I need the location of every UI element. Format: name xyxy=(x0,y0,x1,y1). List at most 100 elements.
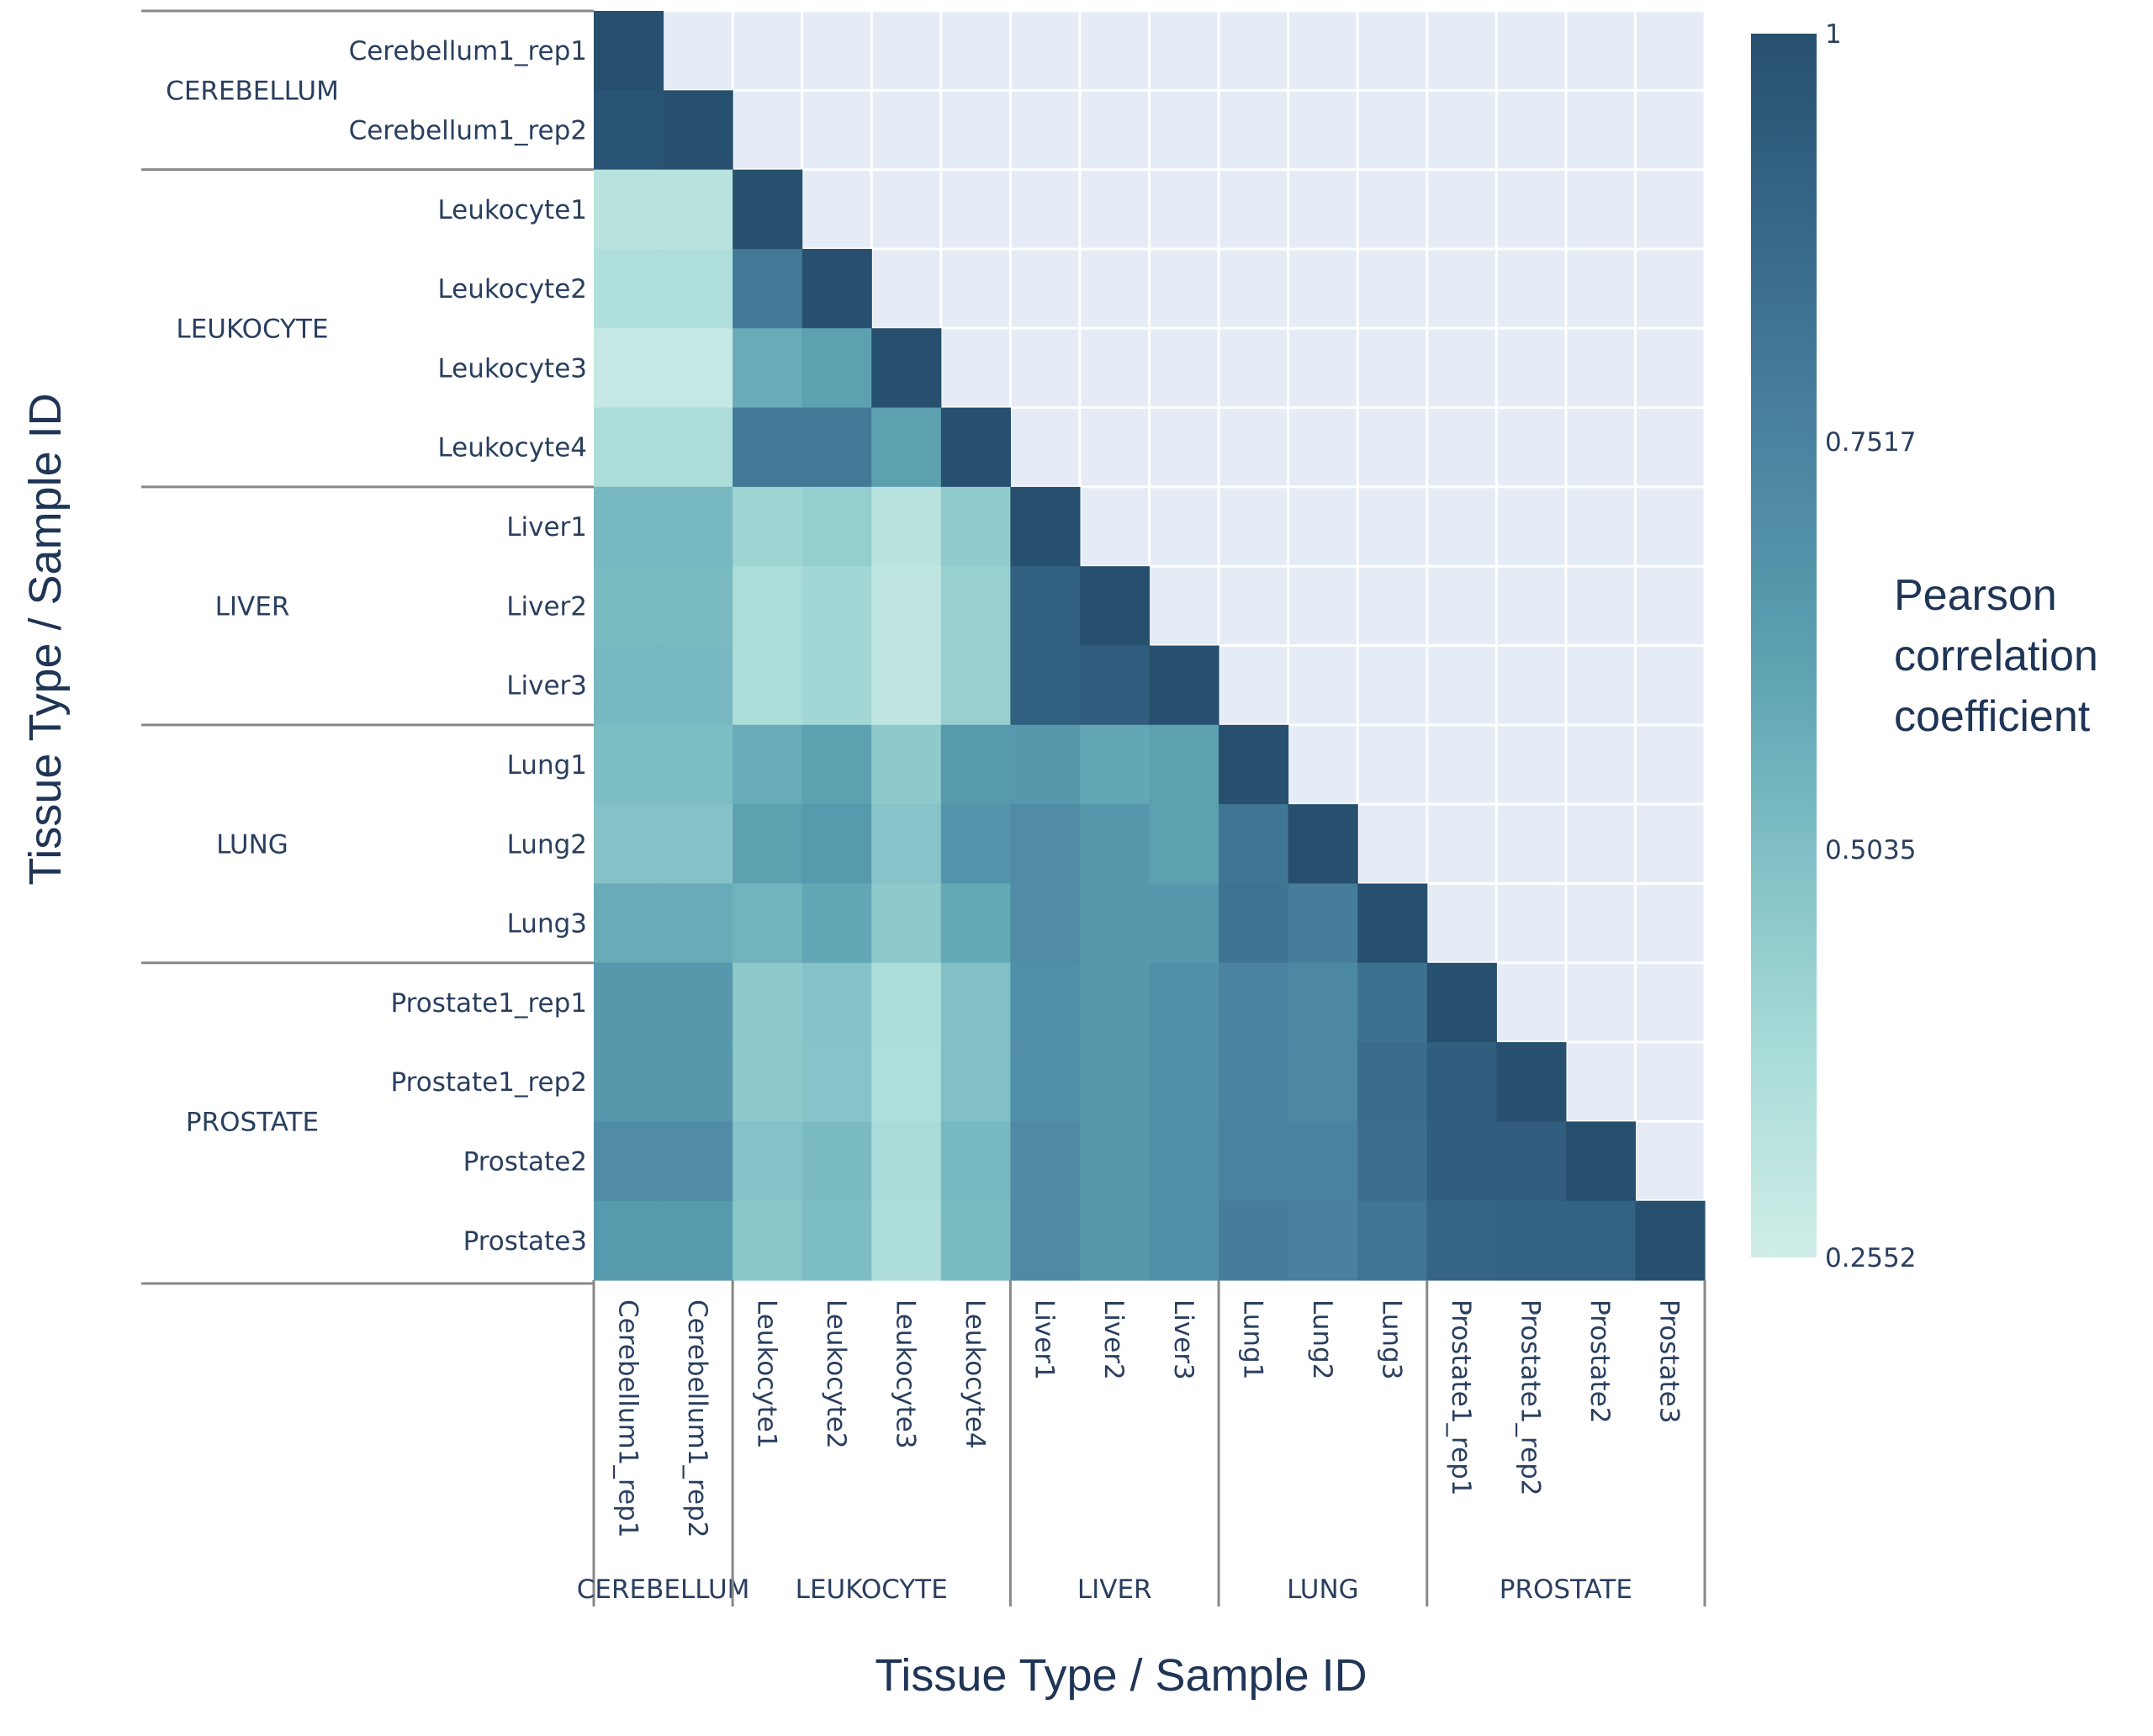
heatmap-cell xyxy=(1010,883,1081,964)
heatmap-cell xyxy=(940,724,1011,805)
heatmap-cell xyxy=(1079,1200,1151,1281)
y-tick-label: Prostate2 xyxy=(463,1147,587,1178)
heatmap-cell xyxy=(871,962,942,1043)
x-tick-label: Prostate2 xyxy=(1584,1299,1615,1423)
colorbar-tick-label: 0.2552 xyxy=(1825,1243,1916,1273)
heatmap-cell xyxy=(594,328,664,409)
heatmap-cell xyxy=(940,883,1011,964)
heatmap-cell xyxy=(801,645,872,726)
y-tick-label: Liver1 xyxy=(506,512,587,542)
x-group-label: LUNG xyxy=(1287,1575,1359,1605)
heatmap-cell xyxy=(801,328,872,409)
heatmap-cell xyxy=(940,486,1011,567)
heatmap-cell xyxy=(801,1042,872,1122)
heatmap-cell xyxy=(733,962,803,1043)
heatmap-cell xyxy=(733,1121,803,1202)
heatmap-cell xyxy=(940,1121,1011,1202)
y-tick-label: Leukocyte4 xyxy=(437,433,587,463)
heatmap-cell xyxy=(1288,1042,1358,1122)
heatmap-cell xyxy=(663,169,733,250)
heatmap-cell xyxy=(1288,1121,1358,1202)
heatmap-cell xyxy=(871,1042,942,1122)
heatmap-cell xyxy=(1010,1200,1081,1281)
heatmap-cell xyxy=(801,1200,872,1281)
heatmap-cell xyxy=(801,566,872,647)
x-tick-label: Lung3 xyxy=(1376,1299,1406,1379)
heatmap-cell xyxy=(1010,962,1081,1043)
heatmap-cell xyxy=(1426,962,1497,1043)
heatmap-cell xyxy=(1079,645,1151,726)
heatmap-cell xyxy=(940,1042,1011,1122)
heatmap-cell xyxy=(1219,883,1289,964)
heatmap-cell xyxy=(1219,1200,1289,1281)
y-tick-label: Liver2 xyxy=(506,591,587,622)
x-tick-label: Lung2 xyxy=(1307,1299,1337,1379)
heatmap-cell xyxy=(733,724,803,805)
heatmap-cell xyxy=(1010,566,1081,647)
heatmap-cell xyxy=(940,645,1011,726)
y-tick-label: Leukocyte3 xyxy=(437,353,587,384)
heatmap-cell xyxy=(663,407,733,488)
heatmap-cell xyxy=(733,169,803,250)
x-tick-label: Leukocyte3 xyxy=(891,1299,921,1449)
heatmap-cell xyxy=(1149,962,1219,1043)
heatmap-cell xyxy=(733,407,803,488)
axes: Cerebellum1_rep1 Cerebellum1_rep1 Cerebell… xyxy=(141,9,1706,1606)
heatmap-cell xyxy=(1219,1042,1289,1122)
heatmap-cell xyxy=(871,804,942,885)
y-tick-label: Prostate3 xyxy=(463,1226,587,1257)
heatmap-cell xyxy=(594,486,664,567)
heatmap-cell xyxy=(1079,566,1151,647)
y-group-label: LUNG xyxy=(216,829,288,860)
y-tick-label: Prostate1_rep1 xyxy=(391,988,587,1019)
heatmap-cell xyxy=(1426,1200,1497,1281)
heatmap-cell xyxy=(663,724,733,805)
heatmap-cell xyxy=(594,1121,664,1202)
heatmap-cell xyxy=(871,724,942,805)
x-group-label: LEUKOCYTE xyxy=(796,1575,948,1605)
heatmap-cell xyxy=(801,883,872,964)
heatmap-cell xyxy=(1079,962,1151,1043)
heatmap-cell xyxy=(1565,1200,1637,1281)
heatmap-cell xyxy=(594,804,664,885)
heatmap-cell xyxy=(801,804,872,885)
heatmap-cell xyxy=(663,1042,733,1122)
heatmap-cell xyxy=(1149,1121,1219,1202)
heatmap-cell xyxy=(1357,1200,1428,1281)
heatmap-cell xyxy=(594,169,664,250)
heatmap-cell xyxy=(940,962,1011,1043)
heatmap-cell xyxy=(1079,883,1151,964)
colorbar-title: Pearson correlation coefficient xyxy=(1894,571,2098,741)
heatmap-cell xyxy=(663,248,733,329)
y-tick-label: Cerebellum1_rep1 xyxy=(349,36,587,66)
y-tick-label: Liver3 xyxy=(506,671,587,701)
heatmap-cell xyxy=(733,1200,803,1281)
heatmap-cell xyxy=(1426,1121,1497,1202)
colorbar-bar xyxy=(1751,34,1817,1257)
heatmap-cell xyxy=(1149,645,1219,726)
heatmap-cell xyxy=(733,1042,803,1122)
x-tick-label: Prostate1_rep1 xyxy=(1446,1299,1476,1495)
heatmap-cell xyxy=(594,248,664,329)
heatmap-cell xyxy=(663,645,733,726)
heatmap-cell xyxy=(871,883,942,964)
heatmap-cell xyxy=(1219,962,1289,1043)
heatmap-cell xyxy=(1496,1200,1567,1281)
heatmap-cell xyxy=(871,1121,942,1202)
y-group-label: PROSTATE xyxy=(186,1107,319,1137)
heatmap-cell xyxy=(663,328,733,409)
heatmap-cell xyxy=(871,645,942,726)
heatmap-cell xyxy=(1010,1042,1081,1122)
heatmap-cell xyxy=(1288,962,1358,1043)
heatmap-cell xyxy=(594,1042,664,1122)
heatmap-cell xyxy=(733,486,803,567)
heatmap-cell xyxy=(1010,645,1081,726)
heatmap-cell xyxy=(594,407,664,488)
heatmap-cell xyxy=(733,883,803,964)
heatmap-cell xyxy=(1219,1121,1289,1202)
x-tick-label: Leukocyte1 xyxy=(751,1299,781,1449)
heatmap-cell xyxy=(1357,883,1428,964)
heatmap-cell xyxy=(1496,1042,1567,1122)
x-tick-label: Prostate1_rep2 xyxy=(1516,1299,1546,1495)
